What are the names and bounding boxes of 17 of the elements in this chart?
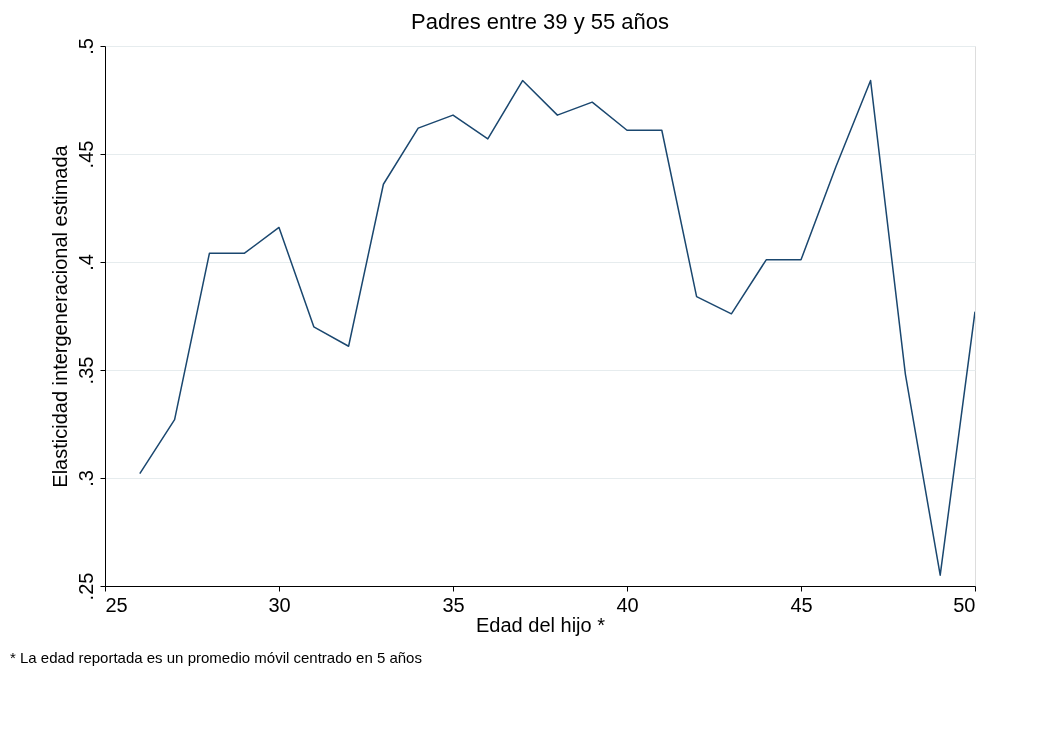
x-tick-label: 30 <box>268 593 291 616</box>
x-tick-label: 50 <box>953 593 976 616</box>
y-tick-label: .5 <box>74 38 97 55</box>
y-tick-label: .25 <box>74 572 97 601</box>
x-tick-label: 40 <box>616 593 639 616</box>
x-tick-label: 35 <box>442 593 465 616</box>
y-tick-label: .45 <box>74 140 97 169</box>
x-axis-title: Edad del hijo * <box>476 613 606 636</box>
x-tick-label: 25 <box>105 593 128 616</box>
y-tick-label: .3 <box>74 470 97 487</box>
y-tick-label: .4 <box>74 254 97 271</box>
text: * La edad reportada es un promedio móvil centrado en 5 años <box>10 649 422 666</box>
y-axis-title: Elasticidad intergeneracional estimada <box>48 144 71 488</box>
x-tick-label: 45 <box>790 593 813 616</box>
y-tick-label: .35 <box>74 356 97 385</box>
chart-title: Padres entre 39 y 55 años <box>410 8 670 34</box>
line-series <box>139 79 975 576</box>
